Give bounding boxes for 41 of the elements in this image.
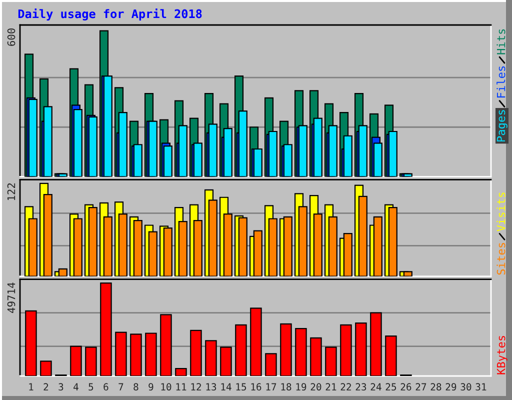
x-tick-label: 15 (236, 383, 246, 391)
x-tick-label: 7 (118, 383, 124, 390)
text: KBytes (496, 336, 508, 374)
x-tick-label: 20 (310, 383, 322, 391)
x-tick-label: 5 (88, 383, 94, 391)
x-tick-label: 16 (251, 383, 262, 391)
x-tick-label: 30 (460, 383, 472, 391)
x-tick-label: 2 (44, 383, 48, 390)
x-tick-label: 19 (296, 383, 306, 391)
legend-label: Sites (496, 243, 506, 275)
x-tick-label: 9 (148, 383, 154, 391)
x-tick-label: 4 (74, 383, 78, 390)
chart-title: Daily usage for April 2018 (18, 8, 202, 21)
x-tick-label: 26 (400, 383, 412, 391)
x-tick-label: 13 (206, 383, 216, 391)
x-tick-label: 22 (340, 383, 351, 390)
x-tick-label: 24 (370, 383, 382, 390)
x-tick-label: 28 (430, 383, 442, 391)
x-tick-label: 25 (386, 383, 396, 391)
x-tick-label: 6 (104, 383, 108, 391)
x-tick-label: 23 (356, 383, 366, 391)
text: 49714 (7, 282, 16, 313)
legend-label: Pages (496, 110, 508, 142)
x-tick-label: 3 (58, 383, 64, 391)
text: 600 (7, 28, 16, 46)
x-tick-label: 21 (326, 383, 336, 390)
x-tick-label: 31 (476, 383, 486, 391)
x-tick-label: 1 (29, 383, 34, 390)
x-tick-label: 10 (161, 383, 172, 391)
x-tick-label: 18 (281, 383, 292, 391)
text: Visits (496, 192, 506, 232)
x-tick-label: 14 (221, 383, 232, 390)
x-tick-label: 17 (266, 383, 276, 390)
text: 122 (7, 183, 16, 200)
x-tick-label: 27 (416, 383, 426, 390)
text: Hits (496, 29, 506, 54)
x-tick-label: 12 (191, 383, 201, 390)
x-tick-label: 29 (446, 383, 456, 391)
x-tick-label: 8 (134, 383, 138, 391)
x-tick-label: 11 (176, 383, 186, 390)
legend-label: Files (496, 66, 506, 98)
